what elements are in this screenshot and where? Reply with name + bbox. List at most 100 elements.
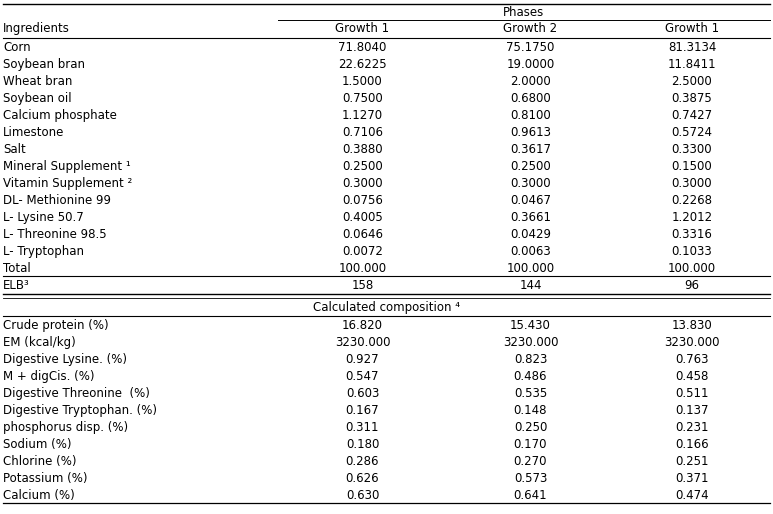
Text: 2.0000: 2.0000 bbox=[510, 75, 551, 88]
Text: Wheat bran: Wheat bran bbox=[3, 75, 73, 88]
Text: 0.0646: 0.0646 bbox=[342, 228, 383, 241]
Text: 0.486: 0.486 bbox=[514, 370, 547, 383]
Text: 0.927: 0.927 bbox=[346, 353, 380, 366]
Text: 15.430: 15.430 bbox=[510, 319, 551, 332]
Text: 16.820: 16.820 bbox=[342, 319, 383, 332]
Text: 0.2500: 0.2500 bbox=[510, 160, 551, 173]
Text: 0.3000: 0.3000 bbox=[510, 177, 551, 190]
Text: 0.3661: 0.3661 bbox=[510, 211, 551, 224]
Text: Calcium phosphate: Calcium phosphate bbox=[3, 109, 117, 122]
Text: 0.286: 0.286 bbox=[346, 455, 380, 468]
Text: Mineral Supplement ¹: Mineral Supplement ¹ bbox=[3, 160, 131, 173]
Text: 0.3316: 0.3316 bbox=[672, 228, 713, 241]
Text: 81.3134: 81.3134 bbox=[668, 41, 717, 54]
Text: 1.2012: 1.2012 bbox=[672, 211, 713, 224]
Text: 19.0000: 19.0000 bbox=[506, 58, 554, 71]
Text: 0.626: 0.626 bbox=[346, 472, 380, 485]
Text: Growth 1: Growth 1 bbox=[665, 22, 719, 35]
Text: 3230.000: 3230.000 bbox=[502, 336, 558, 349]
Text: Soybean bran: Soybean bran bbox=[3, 58, 85, 71]
Text: 0.0467: 0.0467 bbox=[510, 194, 551, 207]
Text: 0.573: 0.573 bbox=[514, 472, 547, 485]
Text: Phases: Phases bbox=[503, 6, 545, 19]
Text: 0.0756: 0.0756 bbox=[342, 194, 383, 207]
Text: 0.3875: 0.3875 bbox=[672, 92, 713, 105]
Text: Potassium (%): Potassium (%) bbox=[3, 472, 87, 485]
Text: 0.641: 0.641 bbox=[514, 489, 547, 502]
Text: phosphorus disp. (%): phosphorus disp. (%) bbox=[3, 421, 128, 434]
Text: 71.8040: 71.8040 bbox=[339, 41, 386, 54]
Text: 0.3000: 0.3000 bbox=[342, 177, 383, 190]
Text: DL- Methionine 99: DL- Methionine 99 bbox=[3, 194, 111, 207]
Text: 0.2500: 0.2500 bbox=[342, 160, 383, 173]
Text: Ingredients: Ingredients bbox=[3, 22, 70, 35]
Text: 0.6800: 0.6800 bbox=[510, 92, 551, 105]
Text: L- Tryptophan: L- Tryptophan bbox=[3, 245, 84, 258]
Text: 158: 158 bbox=[352, 279, 373, 292]
Text: 0.170: 0.170 bbox=[514, 438, 547, 451]
Text: 0.251: 0.251 bbox=[676, 455, 709, 468]
Text: 22.6225: 22.6225 bbox=[339, 58, 386, 71]
Text: ELB³: ELB³ bbox=[3, 279, 29, 292]
Text: 0.511: 0.511 bbox=[676, 387, 709, 400]
Text: Crude protein (%): Crude protein (%) bbox=[3, 319, 109, 332]
Text: 144: 144 bbox=[519, 279, 542, 292]
Text: 0.250: 0.250 bbox=[514, 421, 547, 434]
Text: 0.2268: 0.2268 bbox=[672, 194, 713, 207]
Text: 0.603: 0.603 bbox=[346, 387, 380, 400]
Text: Total: Total bbox=[3, 262, 31, 275]
Text: 11.8411: 11.8411 bbox=[668, 58, 717, 71]
Text: 0.535: 0.535 bbox=[514, 387, 547, 400]
Text: Digestive Lysine. (%): Digestive Lysine. (%) bbox=[3, 353, 127, 366]
Text: 100.000: 100.000 bbox=[668, 262, 716, 275]
Text: 0.311: 0.311 bbox=[346, 421, 380, 434]
Text: 0.630: 0.630 bbox=[346, 489, 380, 502]
Text: 13.830: 13.830 bbox=[672, 319, 713, 332]
Text: 0.5724: 0.5724 bbox=[672, 126, 713, 139]
Text: M + digCis. (%): M + digCis. (%) bbox=[3, 370, 94, 383]
Text: 0.0063: 0.0063 bbox=[510, 245, 551, 258]
Text: Limestone: Limestone bbox=[3, 126, 64, 139]
Text: 0.0429: 0.0429 bbox=[510, 228, 551, 241]
Text: 0.167: 0.167 bbox=[346, 404, 380, 417]
Text: 2.5000: 2.5000 bbox=[672, 75, 713, 88]
Text: L- Lysine 50.7: L- Lysine 50.7 bbox=[3, 211, 83, 224]
Text: 0.547: 0.547 bbox=[346, 370, 380, 383]
Text: 3230.000: 3230.000 bbox=[664, 336, 720, 349]
Text: 0.823: 0.823 bbox=[514, 353, 547, 366]
Text: 0.3617: 0.3617 bbox=[510, 143, 551, 156]
Text: 100.000: 100.000 bbox=[339, 262, 386, 275]
Text: 100.000: 100.000 bbox=[506, 262, 554, 275]
Text: Chlorine (%): Chlorine (%) bbox=[3, 455, 77, 468]
Text: 0.763: 0.763 bbox=[676, 353, 709, 366]
Text: 1.1270: 1.1270 bbox=[342, 109, 383, 122]
Text: 0.148: 0.148 bbox=[514, 404, 547, 417]
Text: 0.7427: 0.7427 bbox=[672, 109, 713, 122]
Text: 0.458: 0.458 bbox=[676, 370, 709, 383]
Text: 0.166: 0.166 bbox=[675, 438, 709, 451]
Text: 0.3000: 0.3000 bbox=[672, 177, 712, 190]
Text: Calculated composition ⁴: Calculated composition ⁴ bbox=[313, 301, 460, 314]
Text: Vitamin Supplement ²: Vitamin Supplement ² bbox=[3, 177, 132, 190]
Text: Salt: Salt bbox=[3, 143, 26, 156]
Text: 0.7106: 0.7106 bbox=[342, 126, 383, 139]
Text: 0.270: 0.270 bbox=[514, 455, 547, 468]
Text: 0.8100: 0.8100 bbox=[510, 109, 551, 122]
Text: 0.3880: 0.3880 bbox=[342, 143, 383, 156]
Text: Sodium (%): Sodium (%) bbox=[3, 438, 71, 451]
Text: 0.1033: 0.1033 bbox=[672, 245, 713, 258]
Text: 0.3300: 0.3300 bbox=[672, 143, 712, 156]
Text: Digestive Threonine  (%): Digestive Threonine (%) bbox=[3, 387, 150, 400]
Text: Growth 2: Growth 2 bbox=[503, 22, 557, 35]
Text: 3230.000: 3230.000 bbox=[335, 336, 390, 349]
Text: Digestive Tryptophan. (%): Digestive Tryptophan. (%) bbox=[3, 404, 157, 417]
Text: 0.7500: 0.7500 bbox=[342, 92, 383, 105]
Text: 0.474: 0.474 bbox=[675, 489, 709, 502]
Text: 0.9613: 0.9613 bbox=[510, 126, 551, 139]
Text: L- Threonine 98.5: L- Threonine 98.5 bbox=[3, 228, 107, 241]
Text: EM (kcal/kg): EM (kcal/kg) bbox=[3, 336, 76, 349]
Text: Soybean oil: Soybean oil bbox=[3, 92, 72, 105]
Text: 96: 96 bbox=[685, 279, 700, 292]
Text: 0.137: 0.137 bbox=[676, 404, 709, 417]
Text: 1.5000: 1.5000 bbox=[342, 75, 383, 88]
